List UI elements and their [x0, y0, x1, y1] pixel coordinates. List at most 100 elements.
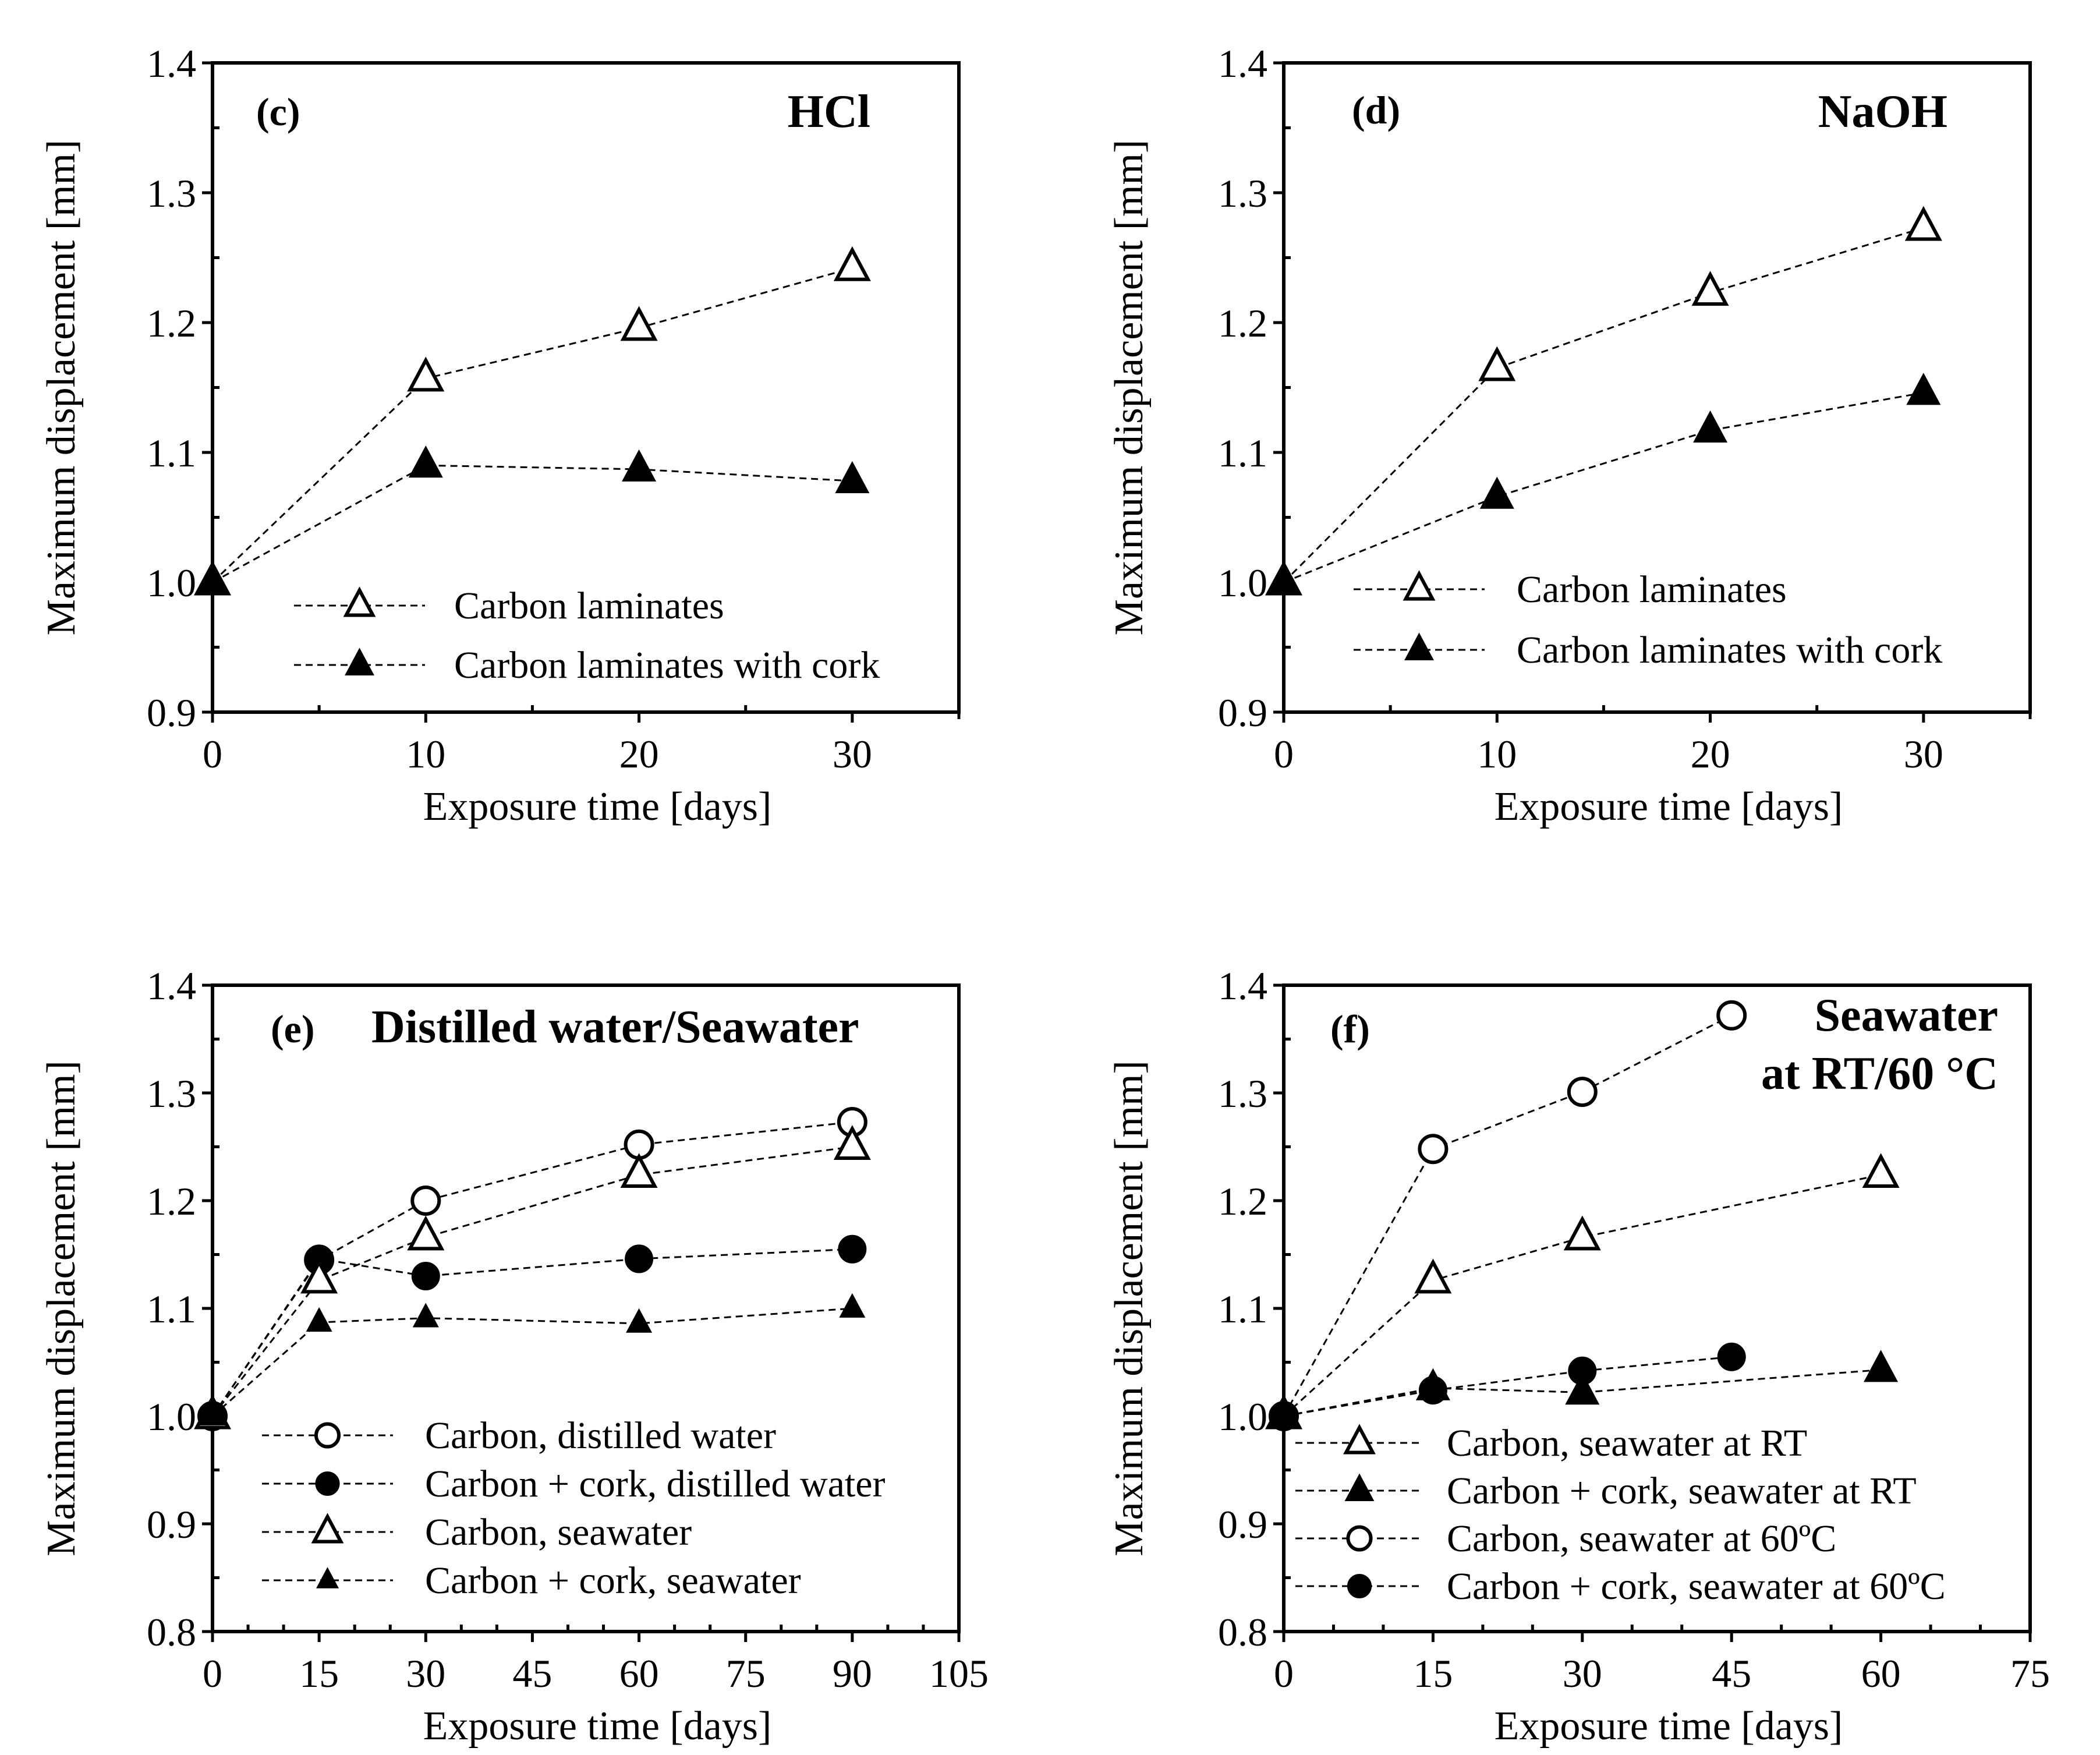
y-tick-label: 1.4 [1218, 964, 1267, 1008]
data-point-series-2 [300, 1258, 338, 1294]
y-tick-label: 1.1 [1218, 1287, 1267, 1331]
legend-marker [1403, 570, 1436, 601]
x-tick-label: 10 [1477, 732, 1517, 776]
series-line-1 [212, 464, 852, 583]
legend-marker [1343, 1424, 1376, 1455]
y-axis-title: Maximum displacement [mm] [1107, 1060, 1152, 1556]
data-point-series-2 [1567, 1077, 1598, 1108]
legend-label: Carbon + cork, seawater at RT [1447, 1470, 1917, 1512]
data-point-series-3 [199, 1400, 226, 1425]
x-tick-label: 90 [833, 1651, 872, 1696]
legend-marker [345, 647, 374, 676]
y-tick-label: 1.4 [147, 41, 196, 86]
data-point-series-1 [1693, 410, 1728, 443]
data-point-series-3 [1717, 1342, 1746, 1371]
y-axis-title: Maximum displacement [mm] [39, 1060, 84, 1556]
y-tick-label: 0.9 [1218, 1502, 1267, 1547]
panel-title: Seawater [1815, 990, 1998, 1041]
legend-label: Carbon, seawater [425, 1511, 692, 1554]
y-tick-label: 1.4 [1218, 41, 1267, 86]
legend-marker [1404, 632, 1434, 661]
x-tick-label: 0 [203, 732, 222, 776]
x-tick-label: 60 [1861, 1651, 1901, 1696]
y-tick-label: 1.0 [1218, 561, 1267, 605]
data-point-series-0 [1862, 1153, 1900, 1188]
y-tick-label: 1.0 [1218, 1395, 1267, 1439]
data-point-series-3 [412, 1303, 439, 1328]
y-tick-label: 1.3 [1218, 1071, 1267, 1116]
legend-label: Carbon + cork, seawater [425, 1559, 801, 1602]
data-point-series-3 [839, 1293, 866, 1318]
data-point-series-3 [1418, 1376, 1447, 1405]
data-point-series-3 [306, 1307, 332, 1332]
y-tick-label: 1.3 [1218, 171, 1267, 215]
legend-label: Carbon, distilled water [425, 1414, 776, 1457]
y-tick-label: 1.0 [147, 561, 196, 605]
legend-marker [1346, 1525, 1373, 1552]
x-axis-title: Exposure time [days] [423, 784, 772, 829]
data-point-series-1 [1864, 1350, 1899, 1382]
data-point-series-1 [622, 449, 657, 482]
data-point-series-0 [1478, 346, 1516, 381]
legend-marker [315, 1471, 340, 1496]
x-tick-label: 0 [203, 1651, 222, 1696]
x-tick-label: 30 [1563, 1651, 1602, 1696]
legend: Carbon laminates Carbon laminates with co… [294, 585, 880, 687]
data-point-series-3 [626, 1308, 653, 1333]
panel-title: HCl [788, 86, 870, 137]
data-point-series-3 [1269, 1402, 1298, 1431]
data-point-series-0 [1904, 206, 1942, 241]
legend-marker [311, 1513, 344, 1544]
y-axis-title: Maximum displacement [mm] [39, 140, 84, 635]
y-tick-label: 1.2 [147, 301, 196, 345]
data-point-series-1 [1479, 476, 1514, 509]
y-tick-label: 1.0 [147, 1395, 196, 1439]
panel-label: (f) [1330, 1007, 1370, 1051]
legend-label: Carbon laminates [1517, 568, 1787, 611]
panel-label: (e) [271, 1007, 314, 1051]
data-point-series-1 [411, 1262, 440, 1290]
legend-label: Carbon, seawater at RT [1447, 1422, 1807, 1464]
x-tick-label: 75 [726, 1651, 766, 1696]
legend-label: Carbon + cork, seawater at 60ºC [1447, 1565, 1946, 1608]
series-line-0 [211, 267, 853, 583]
data-point-series-0 [1414, 1258, 1452, 1294]
x-tick-label: 30 [833, 732, 872, 776]
y-tick-label: 1.2 [147, 1179, 196, 1223]
y-tick-label: 1.2 [1218, 301, 1267, 345]
y-tick-label: 1.1 [147, 1287, 196, 1331]
data-point-series-0 [410, 1186, 441, 1216]
data-point-series-1 [835, 461, 870, 493]
x-axis-title: Exposure time [days] [1495, 784, 1843, 829]
x-tick-label: 15 [299, 1651, 339, 1696]
data-point-series-0 [620, 306, 658, 341]
legend-marker [314, 1422, 341, 1449]
x-tick-label: 20 [619, 732, 659, 776]
x-tick-label: 75 [2010, 1651, 2050, 1696]
y-tick-label: 1.1 [1218, 431, 1267, 475]
y-tick-label: 0.8 [1218, 1610, 1267, 1654]
x-axis-title: Exposure time [days] [1495, 1704, 1843, 1749]
y-tick-label: 1.4 [147, 964, 196, 1008]
legend-label: Carbon + cork, distilled water [425, 1463, 886, 1505]
data-point-series-0 [1691, 271, 1729, 306]
series-line-1 [1283, 1368, 1881, 1417]
data-point-series-1 [625, 1244, 654, 1273]
series-line-1 [211, 1248, 852, 1417]
y-tick-label: 0.9 [147, 691, 196, 735]
y-tick-label: 1.3 [147, 171, 196, 215]
data-point-series-0 [407, 356, 445, 392]
data-point-series-1 [1565, 1372, 1600, 1405]
data-point-series-2 [1418, 1134, 1449, 1165]
data-point-series-1 [408, 445, 443, 478]
y-tick-label: 1.3 [147, 1071, 196, 1116]
y-axis-title: Maximum displacement [mm] [1107, 140, 1152, 635]
series-line-3 [1283, 1356, 1732, 1417]
x-tick-label: 20 [1691, 732, 1730, 776]
legend-marker [1344, 1473, 1375, 1502]
x-tick-label: 30 [1904, 732, 1943, 776]
y-tick-label: 0.9 [1218, 691, 1267, 735]
series-line-3 [212, 1307, 852, 1417]
data-point-series-0 [1563, 1215, 1601, 1251]
legend-label: Carbon laminates with cork [454, 644, 880, 687]
